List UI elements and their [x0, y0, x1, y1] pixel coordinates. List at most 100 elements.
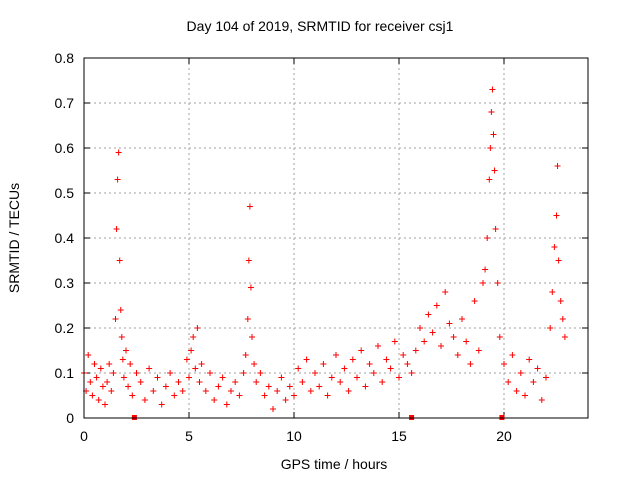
data-point [133, 370, 140, 376]
data-point [146, 365, 153, 372]
data-point [102, 401, 108, 408]
data-point [154, 374, 161, 381]
data-point [491, 167, 498, 174]
data-point [557, 298, 564, 304]
data-point [118, 334, 125, 340]
data-point [421, 338, 428, 345]
data-point [417, 325, 423, 331]
data-point [561, 334, 568, 340]
data-point [219, 374, 226, 381]
data-point [116, 257, 123, 264]
data-point [190, 334, 197, 340]
data-point [228, 388, 234, 394]
data-point [113, 226, 120, 232]
data-point [454, 352, 461, 358]
data-point [257, 370, 264, 376]
data-point [559, 316, 566, 322]
chart-title: Day 104 of 2019, SRMTID for receiver csj… [186, 18, 454, 34]
data-point [490, 131, 497, 138]
x-tick-label: 5 [185, 428, 193, 444]
data-point [171, 392, 178, 399]
data-point [299, 379, 306, 385]
data-point [117, 307, 124, 313]
data-point [99, 383, 106, 390]
data-point [328, 374, 335, 381]
axis-ticks: 0 0.1 0.2 0.3 0.4 0.5 0.6 0.7 0.8 0 5 10 15 20 [55, 50, 588, 444]
x-axis-label: GPS time / hours [280, 456, 388, 472]
data-point [358, 347, 365, 354]
data-point [549, 289, 556, 295]
data-point [354, 374, 360, 381]
data-point [307, 388, 314, 394]
data-point [249, 334, 255, 340]
data-point [484, 235, 491, 241]
data-point [162, 383, 169, 390]
data-point [509, 352, 516, 358]
data-point [471, 298, 478, 304]
data-point [127, 361, 134, 367]
data-point [95, 397, 102, 403]
data-point [438, 343, 444, 349]
data-point [480, 280, 486, 286]
data-point [442, 289, 449, 295]
x-tick-label: 20 [496, 428, 512, 444]
data-point [551, 244, 558, 250]
data-point [316, 383, 323, 390]
data-point [433, 302, 440, 309]
data-point [446, 320, 453, 327]
data-point [526, 356, 533, 363]
data-point [408, 370, 415, 376]
data-point [425, 311, 432, 318]
data-point [244, 316, 251, 322]
data-point [492, 226, 499, 232]
data-point [370, 370, 377, 376]
data-point [270, 406, 276, 412]
y-tick-label: 0.4 [55, 230, 75, 246]
data-point [467, 361, 474, 367]
data-point [207, 370, 213, 376]
data-point [93, 374, 100, 381]
data-point [141, 397, 148, 403]
data-point [253, 379, 260, 385]
data-point [337, 379, 344, 385]
data-point [459, 316, 465, 322]
y-tick-label: 0.1 [55, 365, 75, 381]
data-point [345, 388, 352, 394]
data-point [215, 383, 222, 390]
data-point [429, 329, 436, 336]
x-tick-label: 0 [80, 428, 88, 444]
data-point [167, 370, 174, 376]
data-point [543, 374, 549, 381]
data-point [555, 257, 562, 264]
data-point [404, 361, 411, 367]
y-axis-label: SRMTID / TECUs [6, 182, 22, 294]
data-point [114, 176, 121, 183]
data-point [196, 379, 203, 385]
data-point [85, 352, 92, 358]
data-point [463, 338, 470, 345]
data-point [517, 370, 524, 376]
data-point [194, 325, 201, 331]
data-point [487, 145, 494, 151]
data-point [547, 325, 554, 331]
data-point [115, 149, 122, 156]
data-point [87, 379, 94, 385]
data-point [349, 356, 356, 363]
data-point [251, 361, 258, 367]
data-point [505, 379, 512, 385]
data-point [387, 365, 394, 372]
data-point [320, 361, 327, 367]
data-point [120, 374, 127, 381]
data-point [341, 365, 348, 372]
x-tick-label: 15 [391, 428, 407, 444]
data-point [450, 334, 457, 340]
data-point [129, 392, 136, 399]
data-point [232, 379, 239, 385]
data-point [137, 379, 144, 385]
data-point [245, 257, 252, 264]
data-point [202, 388, 209, 394]
data-point [501, 361, 507, 367]
data-point [175, 379, 182, 385]
data-point [538, 397, 545, 403]
